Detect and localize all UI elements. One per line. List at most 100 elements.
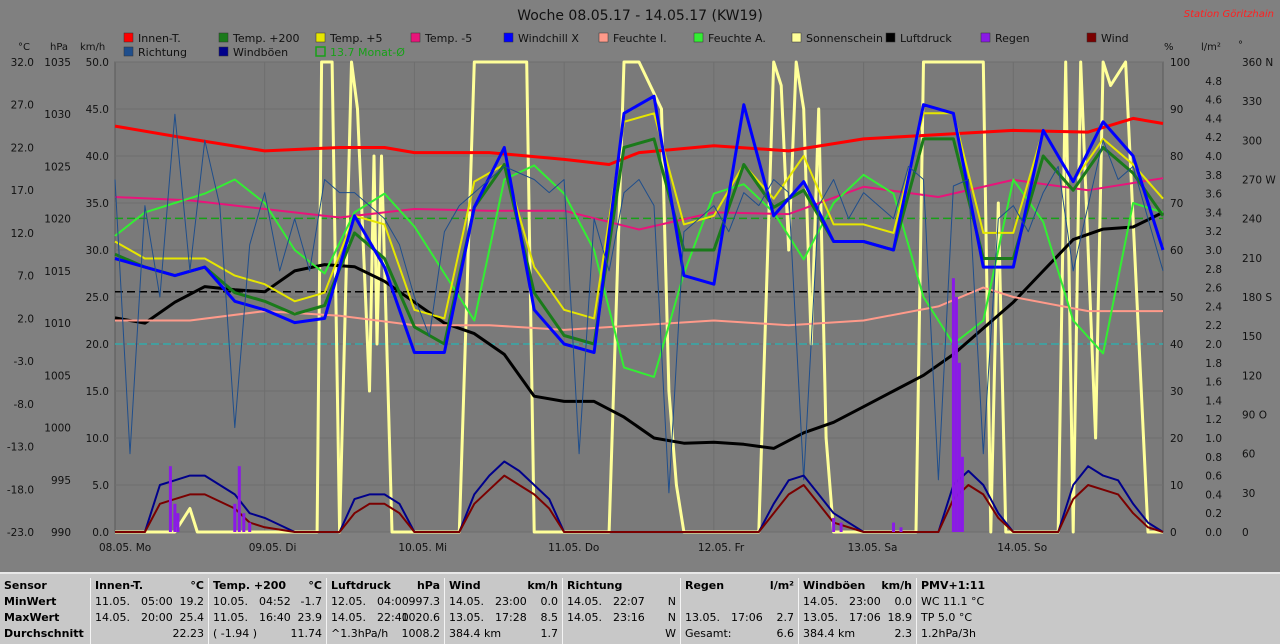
temp-tick-label: 27.0 [11, 100, 34, 112]
temp-tick-label: -13.0 [7, 442, 34, 454]
series-group [114, 60, 1165, 534]
deg-tick-label: 0 [1242, 527, 1249, 539]
kmh-tick-label: 10.0 [86, 433, 109, 445]
pct-tick-label: 60 [1170, 245, 1183, 257]
day-tick-label: 09.05. Di [249, 542, 297, 554]
stats-cell-value: °C [308, 579, 322, 592]
stats-cell-left: Innen-T. [95, 579, 144, 592]
stats-cell: PMV+1:11 [921, 578, 1036, 594]
stats-cell: Regen l/m² [685, 578, 798, 594]
pct-tick-label: 70 [1170, 198, 1183, 210]
day-tick-label: 10.05. Mi [398, 542, 447, 554]
legend-label: Feuchte A. [708, 32, 766, 45]
lm2-tick-label: 2.0 [1205, 339, 1222, 351]
pct-tick-label: 90 [1170, 104, 1183, 116]
deg-tick-label: 270 W [1242, 175, 1276, 187]
stats-cell: W [567, 626, 680, 642]
unit-deg: ° [1238, 40, 1243, 51]
stats-cell: 14.05. 23:00 0.0 [449, 594, 562, 610]
series-luftdruck [114, 211, 1164, 450]
hpa-tick-label: 1030 [44, 109, 71, 121]
stats-cell: Temp. +200 °C [213, 578, 326, 594]
stats-cell-value: 19.2 [179, 595, 205, 608]
temp-tick-label: -3.0 [14, 356, 35, 368]
stats-cell-left: ( -1.94 ) [213, 627, 258, 640]
kmh-tick-label: 40.0 [86, 151, 109, 163]
stats-cell-left: 14.05. [567, 611, 602, 624]
legend-label: Sonnenschein [806, 32, 883, 45]
stats-cell-left: 10.05. [213, 595, 248, 608]
rain-bar [173, 503, 177, 532]
stats-cell: Innen-T. °C [95, 578, 208, 594]
stats-cell-value: 1008.2 [401, 627, 441, 640]
pct-tick-label: 30 [1170, 386, 1183, 398]
legend-label: Wind [1101, 32, 1129, 45]
stats-cell: 10.05. 04:52 -1.7 [213, 594, 326, 610]
stats-cell-left: Windböen [803, 579, 866, 592]
unit-pct: % [1164, 42, 1174, 53]
series-temp-5 [114, 177, 1164, 231]
deg-tick-label: 360 N [1242, 57, 1273, 69]
stats-cell-value: 23.9 [297, 611, 323, 624]
stats-cell: 14.05. 20:00 25.4 [95, 610, 208, 626]
stats-column-richtung: Richtung 14.05. 22:07 N 14.05. 23:16 N W [562, 578, 680, 644]
stats-cell-left: Richtung [567, 579, 623, 592]
stats-cell: Wind km/h [449, 578, 562, 594]
legend-swatch [218, 46, 229, 57]
hpa-tick-label: 1000 [44, 423, 71, 435]
stats-cell: ^1.3hPa/h 1008.2 [331, 626, 444, 642]
legend-label: Luftdruck [900, 32, 952, 45]
stats-cell: TP 5.0 °C [921, 610, 1036, 626]
stats-cell-time: 23:00 [495, 595, 527, 608]
stats-cell-value: km/h [881, 579, 912, 592]
lm2-tick-label: 2.4 [1205, 301, 1222, 313]
stats-cell: 14.05. 23:00 0.0 [803, 594, 916, 610]
legend-swatch [410, 32, 421, 43]
lm2-tick-label: 0.4 [1205, 489, 1222, 501]
kmh-tick-label: 30.0 [86, 245, 109, 257]
stats-column-regen: Regen l/m² 13.05. 17:06 2.7 Gesamt: 6.6 [680, 578, 798, 644]
stats-cell-time: 22:07 [613, 595, 645, 608]
hpa-tick-label: 1035 [44, 57, 71, 69]
lm2-tick-label: 3.8 [1205, 170, 1222, 182]
stats-column-windb-en: Windböen km/h 14.05. 23:00 0.0 13.05. 17:06 18.… [798, 578, 916, 644]
lm2-tick-label: 1.2 [1205, 414, 1222, 426]
deg-tick-label: 180 S [1242, 292, 1272, 304]
temp-tick-label: 7.0 [17, 271, 34, 283]
stats-cell-time: 23:16 [613, 611, 645, 624]
stats-label-avg: Durchschnitt [4, 627, 84, 640]
unit-hpa: hPa [50, 42, 68, 53]
stats-cell-left: 384.4 km [449, 627, 502, 640]
rain-bar [839, 522, 843, 532]
stats-label-sensor: Sensor [4, 579, 47, 592]
stats-cell: 11.05. 05:00 19.2 [95, 594, 208, 610]
lm2-tick-label: 3.0 [1205, 245, 1222, 257]
series-temp-200 [114, 137, 1165, 346]
stats-cell-value: 2.7 [776, 611, 795, 624]
temp-tick-label: 17.0 [11, 185, 34, 197]
kmh-tick-label: 25.0 [86, 292, 109, 304]
stats-column-innen-t-: Innen-T. °C 11.05. 05:00 19.2 14.05. 20:00 25.4… [90, 578, 208, 644]
rain-bars [168, 278, 964, 532]
stats-cell-left: Luftdruck [331, 579, 391, 592]
lm2-tick-label: 4.0 [1205, 151, 1222, 163]
stats-cell-time: 04:00 [377, 595, 409, 608]
stats-column-luftdruck: Luftdruck hPa 12.05. 04:00 997.3 14.05. 22:40 1… [326, 578, 444, 644]
pct-tick-label: 0 [1170, 527, 1177, 539]
stats-cell [685, 594, 798, 610]
legend-swatch [123, 46, 134, 57]
stats-label-min: MinWert [4, 595, 57, 608]
stats-column-pmv-1-11: PMV+1:11 WC 11.1 °C TP 5.0 °C 1.2hPa/3h [916, 578, 1036, 644]
legend-label: Richtung [138, 46, 187, 59]
legend-swatch [885, 32, 896, 43]
stats-cell-left: 12.05. [331, 595, 366, 608]
temp-tick-label: -8.0 [14, 399, 35, 411]
legend-label: Regen [995, 32, 1030, 45]
stats-cell-left: 14.05. [331, 611, 366, 624]
unit-temp: °C [18, 42, 30, 53]
rain-bar [248, 522, 252, 532]
legend-label: Feuchte I. [613, 32, 667, 45]
stats-cell-time: 17:28 [495, 611, 527, 624]
stats-cell: Windböen km/h [803, 578, 916, 594]
series-feuchte-a [114, 164, 1164, 378]
